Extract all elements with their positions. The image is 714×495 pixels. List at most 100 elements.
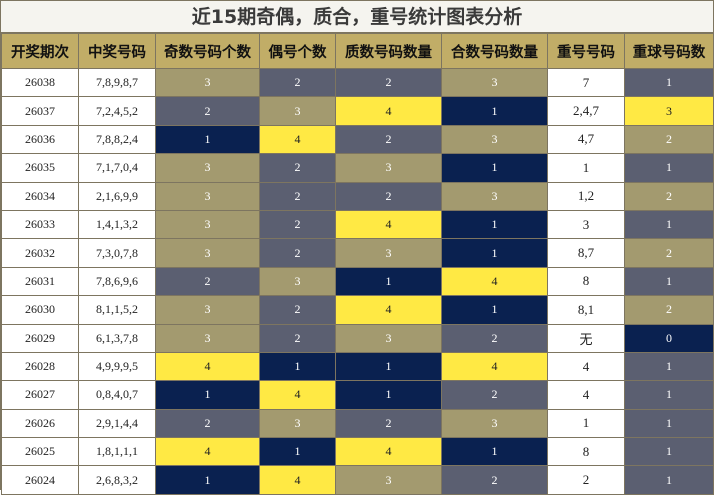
cell-even-count: 1 [259,351,336,382]
cell-numbers: 0,8,4,0,7 [78,380,156,410]
cell-even-count: 2 [259,67,336,98]
cell-repeat-count: 2 [624,124,714,155]
cell-even-count: 2 [259,181,336,211]
cell-period: 26031 [1,266,79,297]
cell-period: 26028 [1,351,79,382]
cell-odd-count: 3 [155,181,260,211]
header-odd-count: 奇数号码个数 [155,33,260,69]
cell-repeat-count: 2 [624,238,714,268]
cell-prime-count: 1 [335,380,442,410]
cell-prime-count: 1 [335,266,442,297]
cell-numbers: 4,9,9,9,5 [78,351,156,382]
cell-numbers: 7,3,0,7,8 [78,238,156,268]
cell-composite-count: 3 [441,408,548,439]
cell-composite-count: 1 [441,238,548,268]
cell-repeat-count: 1 [624,209,714,240]
cell-repeat-numbers: 4,7 [547,124,625,155]
cell-period: 26036 [1,124,79,155]
table-row: 26036 7,8,8,2,4 1 4 2 3 4,7 2 [1,124,714,155]
cell-numbers: 8,1,1,5,2 [78,295,156,325]
cell-repeat-numbers: 4 [547,351,625,382]
cell-numbers: 1,8,1,1,1 [78,437,156,467]
table-row: 26029 6,1,3,7,8 3 2 3 2 无 0 [1,323,714,353]
cell-composite-count: 1 [441,153,548,183]
table-row: 26028 4,9,9,9,5 4 1 1 4 4 1 [1,351,714,382]
cell-prime-count: 2 [335,67,442,98]
cell-numbers: 1,4,1,3,2 [78,209,156,240]
cell-composite-count: 2 [441,465,548,495]
cell-prime-count: 4 [335,437,442,467]
cell-repeat-numbers: 1,2 [547,181,625,211]
table-row: 26037 7,2,4,5,2 2 3 4 1 2,4,7 3 [1,96,714,126]
cell-numbers: 6,1,3,7,8 [78,323,156,353]
cell-odd-count: 1 [155,124,260,155]
cell-repeat-numbers: 1 [547,408,625,439]
cell-composite-count: 1 [441,209,548,240]
cell-numbers: 2,9,1,4,4 [78,408,156,439]
cell-even-count: 2 [259,209,336,240]
cell-composite-count: 4 [441,351,548,382]
cell-odd-count: 4 [155,351,260,382]
cell-repeat-count: 1 [624,351,714,382]
cell-prime-count: 3 [335,153,442,183]
table-row: 26027 0,8,4,0,7 1 4 1 2 4 1 [1,380,714,410]
table-row: 26026 2,9,1,4,4 2 3 2 3 1 1 [1,408,714,439]
cell-odd-count: 3 [155,295,260,325]
table-row: 26030 8,1,1,5,2 3 2 4 1 8,1 2 [1,295,714,325]
cell-even-count: 4 [259,124,336,155]
cell-prime-count: 3 [335,465,442,495]
table-title: 近15期奇偶，质合，重号统计图表分析 [1,1,713,33]
cell-even-count: 4 [259,380,336,410]
cell-prime-count: 1 [335,351,442,382]
cell-even-count: 4 [259,465,336,495]
cell-repeat-count: 0 [624,323,714,353]
header-repeat-count: 重球号码数 [624,33,714,69]
header-numbers: 中奖号码 [78,33,156,69]
cell-repeat-numbers: 2 [547,465,625,495]
cell-prime-count: 3 [335,238,442,268]
table-row: 26032 7,3,0,7,8 3 2 3 1 8,7 2 [1,238,714,268]
cell-numbers: 7,1,7,0,4 [78,153,156,183]
stats-table: 开奖期次 中奖号码 奇数号码个数 偶号个数 质数号码数量 合数号码数量 重号号码… [1,33,714,495]
cell-repeat-numbers: 1 [547,153,625,183]
cell-repeat-numbers: 8,1 [547,295,625,325]
cell-odd-count: 3 [155,209,260,240]
cell-repeat-numbers: 8,7 [547,238,625,268]
cell-composite-count: 1 [441,295,548,325]
header-composite-count: 合数号码数量 [441,33,548,69]
cell-odd-count: 2 [155,266,260,297]
cell-repeat-numbers: 7 [547,67,625,98]
cell-repeat-count: 1 [624,437,714,467]
cell-odd-count: 2 [155,96,260,126]
cell-prime-count: 2 [335,124,442,155]
cell-repeat-numbers: 2,4,7 [547,96,625,126]
cell-numbers: 7,8,8,2,4 [78,124,156,155]
table-row: 26035 7,1,7,0,4 3 2 3 1 1 1 [1,153,714,183]
cell-numbers: 2,6,8,3,2 [78,465,156,495]
table-row: 26038 7,8,9,8,7 3 2 2 3 7 1 [1,67,714,98]
cell-period: 26035 [1,153,79,183]
cell-composite-count: 3 [441,67,548,98]
cell-period: 26027 [1,380,79,410]
table-body: 26038 7,8,9,8,7 3 2 2 3 7 1 26037 7,2,4,5,2 2 3 4 1 2,… [1,67,714,495]
cell-repeat-numbers: 无 [547,323,625,353]
cell-odd-count: 2 [155,408,260,439]
cell-repeat-count: 1 [624,153,714,183]
cell-repeat-count: 1 [624,266,714,297]
cell-numbers: 2,1,6,9,9 [78,181,156,211]
header-period: 开奖期次 [1,33,79,69]
cell-even-count: 1 [259,437,336,467]
cell-period: 26024 [1,465,79,495]
cell-composite-count: 1 [441,96,548,126]
table-row: 26033 1,4,1,3,2 3 2 4 1 3 1 [1,209,714,240]
cell-even-count: 2 [259,323,336,353]
cell-period: 26037 [1,96,79,126]
cell-numbers: 7,8,6,9,6 [78,266,156,297]
cell-period: 26026 [1,408,79,439]
cell-numbers: 7,8,9,8,7 [78,67,156,98]
header-repeat-numbers: 重号号码 [547,33,625,69]
cell-even-count: 2 [259,295,336,325]
cell-odd-count: 1 [155,465,260,495]
cell-repeat-numbers: 4 [547,380,625,410]
